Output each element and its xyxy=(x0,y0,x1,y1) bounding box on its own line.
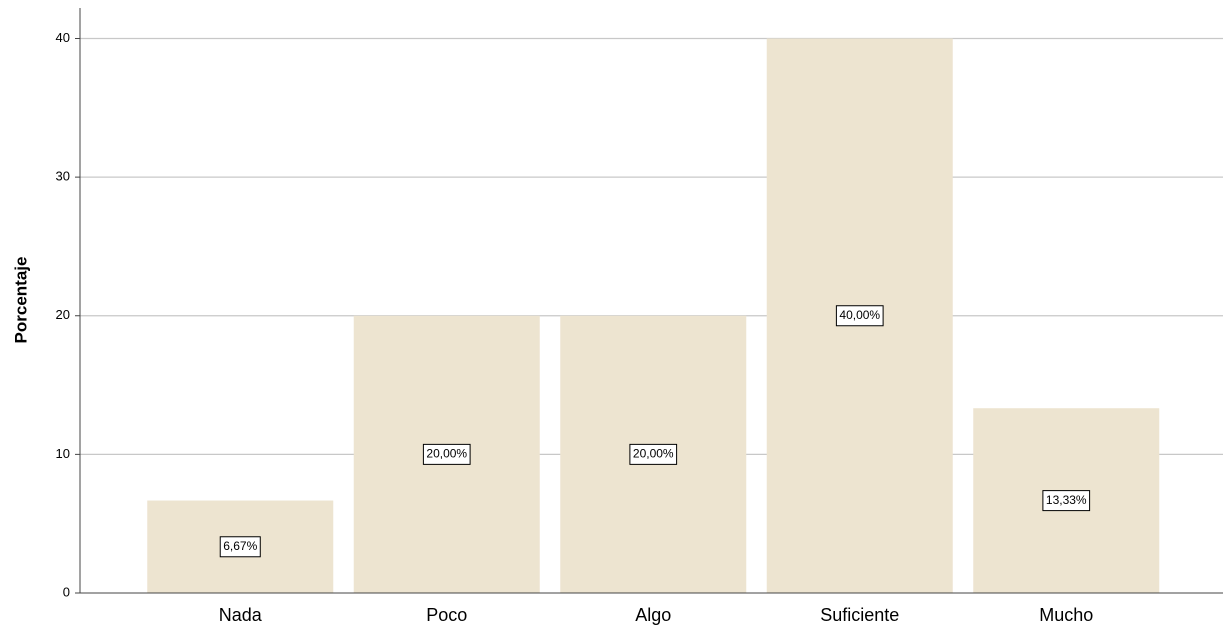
y-tick-label: 0 xyxy=(63,584,70,599)
y-tick-label: 30 xyxy=(56,169,70,184)
x-tick-label: Nada xyxy=(219,605,263,625)
x-tick-label: Suficiente xyxy=(820,605,899,625)
y-tick-label: 10 xyxy=(56,446,70,461)
value-label: 6,67% xyxy=(223,539,257,553)
x-tick-label: Poco xyxy=(426,605,467,625)
value-label-box xyxy=(422,443,471,465)
value-label-box xyxy=(219,536,261,558)
x-tick-label: Algo xyxy=(635,605,671,625)
value-label: 20,00% xyxy=(633,447,674,461)
value-label-box xyxy=(1042,490,1091,512)
value-label-box xyxy=(835,305,884,327)
value-label: 40,00% xyxy=(839,308,880,322)
x-tick-label: Mucho xyxy=(1039,605,1093,625)
y-tick-label: 40 xyxy=(56,30,70,45)
value-label-box xyxy=(629,443,678,465)
y-axis-label: Porcentaje xyxy=(11,257,30,344)
y-tick-label: 20 xyxy=(56,307,70,322)
value-label: 20,00% xyxy=(426,447,467,461)
value-label: 13,33% xyxy=(1046,493,1087,507)
